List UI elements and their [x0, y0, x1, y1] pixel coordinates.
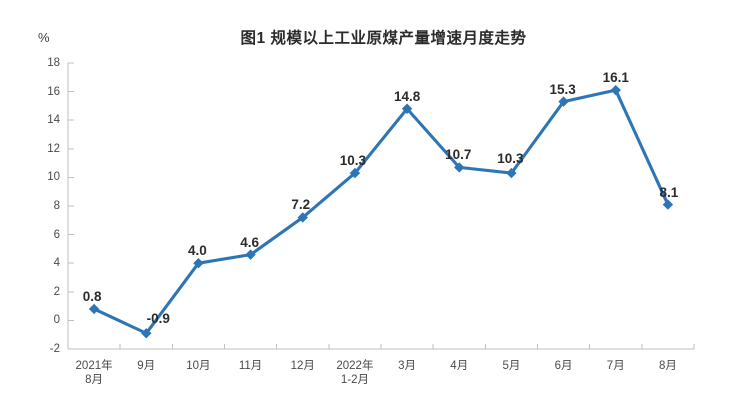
data-point-marker [401, 103, 413, 114]
x-axis-tick-label: 6月 [554, 360, 573, 372]
data-point-label: 10.3 [339, 153, 367, 169]
x-axis-tick-label: 5月 [502, 360, 521, 372]
data-point-marker [297, 212, 308, 223]
y-axis-tick-label: 12 [47, 142, 60, 155]
data-point-marker [88, 303, 100, 315]
data-point-label: 0.8 [82, 288, 102, 304]
data-point-marker [506, 167, 517, 179]
y-axis-tick-label: 10 [47, 171, 60, 184]
data-point-label: 15.3 [549, 81, 576, 97]
x-axis-tick-label: 12月 [290, 360, 315, 372]
axes [67, 62, 695, 350]
data-series [88, 84, 674, 339]
x-axis-tick-label: 2021年 8月 [75, 360, 113, 386]
data-point-marker [141, 328, 152, 339]
data-point-label: -0.9 [146, 311, 170, 327]
data-point-marker [662, 199, 674, 210]
x-axis-tick-label: 8月 [658, 360, 677, 372]
chart-title: 图1 规模以上工业原煤产量增速月度走势 [240, 30, 527, 47]
y-axis-unit-label: % [38, 30, 50, 45]
data-point-label: 10.3 [497, 151, 524, 167]
x-axis-tick-label: 3月 [398, 360, 417, 372]
y-axis-tick-label: 2 [53, 285, 60, 298]
data-point-marker [245, 249, 256, 260]
x-axis-tick-label: 11月 [238, 360, 263, 372]
data-point-label: 16.1 [602, 70, 629, 86]
y-axis-tick-label: 6 [53, 228, 60, 241]
y-axis-tick-label: 18 [47, 57, 60, 69]
data-point-label: 4.6 [240, 234, 259, 250]
data-point-label: 10.7 [445, 147, 472, 163]
y-axis-tick-label: 8 [53, 200, 60, 212]
data-point-label: 4.0 [188, 243, 207, 259]
x-axis-tick-label: 10月 [186, 360, 211, 372]
series-line [92, 88, 670, 335]
data-point-marker [610, 84, 621, 96]
x-axis-tick-label: 4月 [450, 360, 469, 372]
data-point-label: 7.2 [291, 197, 311, 213]
x-axis-tick-label: 9月 [137, 360, 156, 372]
y-axis-tick-label: -2 [49, 343, 60, 355]
data-point-label: 8.1 [659, 184, 679, 200]
y-axis-tick-label: 0 [53, 314, 60, 327]
data-point-marker [454, 162, 465, 173]
data-point-marker [558, 96, 569, 107]
y-axis-tick-label: 14 [47, 114, 60, 127]
data-point-marker [349, 167, 361, 179]
data-point-label: 14.8 [393, 88, 421, 104]
y-axis-tick-label: 4 [53, 257, 60, 270]
data-point-marker [193, 258, 204, 269]
y-axis-tick-label: 16 [47, 85, 60, 98]
x-axis-tick-label: 2022年 1-2月 [336, 360, 374, 386]
x-axis-tick-label: 7月 [606, 360, 625, 372]
